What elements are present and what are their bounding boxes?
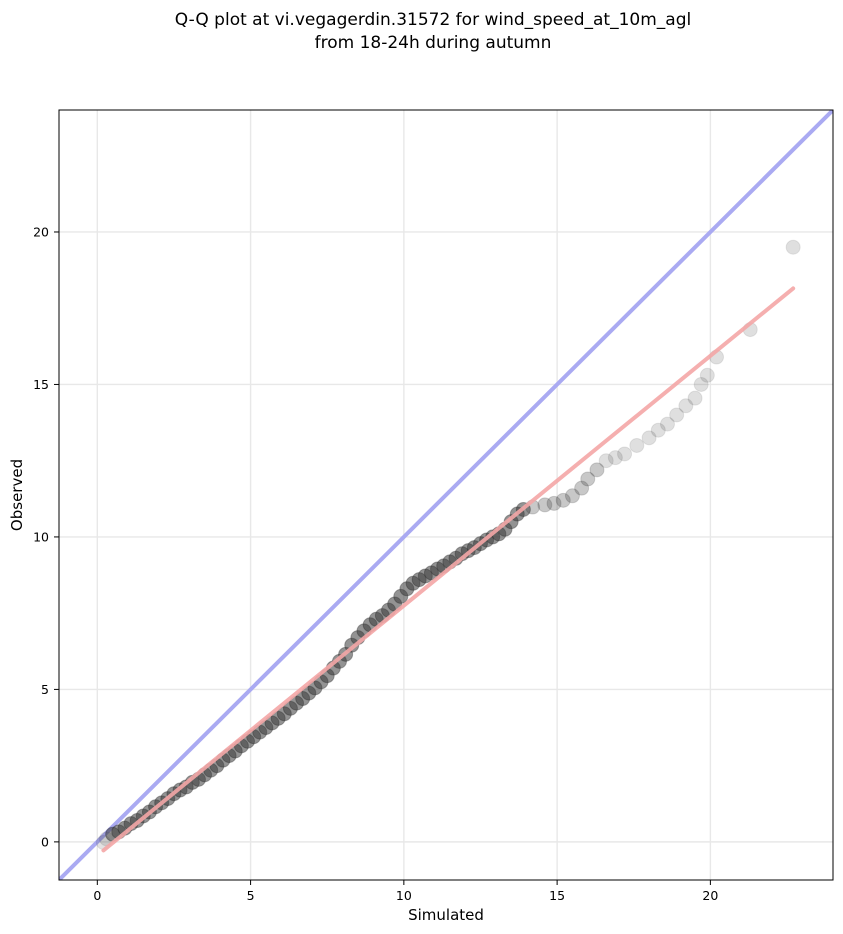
data-point xyxy=(589,462,605,478)
plot-area xyxy=(59,110,833,880)
data-point xyxy=(669,407,685,423)
data-point xyxy=(617,446,633,462)
x-tick-label: 15 xyxy=(549,888,565,903)
fit-line xyxy=(101,286,796,853)
data-point xyxy=(598,453,614,469)
y-axis-label: Observed xyxy=(8,459,26,531)
y-tick-label: 20 xyxy=(33,224,49,239)
data-point xyxy=(629,437,645,453)
data-point xyxy=(785,239,801,255)
data-point xyxy=(659,416,675,432)
x-tick-label: 20 xyxy=(702,888,718,903)
data-point xyxy=(678,398,694,414)
data-point xyxy=(687,390,703,406)
y-tick-label: 15 xyxy=(33,377,49,392)
data-point xyxy=(555,492,571,508)
data-point xyxy=(699,367,715,383)
data-point xyxy=(650,422,666,438)
data-point xyxy=(574,480,590,496)
x-tick-label: 10 xyxy=(396,888,412,903)
chart-title-line-1: Q-Q plot at vi.vegagerdin.31572 for wind… xyxy=(175,10,691,30)
plot-frame xyxy=(58,109,834,881)
y-tick-label: 0 xyxy=(41,834,49,849)
x-tick-label: 5 xyxy=(247,888,255,903)
data-point xyxy=(607,450,623,466)
data-points xyxy=(95,239,801,850)
identity-line xyxy=(59,110,833,880)
y-tick-label: 10 xyxy=(33,529,49,544)
x-axis-label: Simulated xyxy=(408,906,484,924)
data-point xyxy=(641,430,657,446)
data-point xyxy=(693,376,709,392)
data-point xyxy=(580,471,596,487)
axis-ticks: 0 5 10 15 20 0 5 10 15 20 xyxy=(33,224,718,903)
x-tick-label: 0 xyxy=(93,888,101,903)
chart-title-line-2: from 18-24h during autumn xyxy=(315,33,552,53)
data-point xyxy=(546,495,562,511)
y-tick-label: 5 xyxy=(41,682,49,697)
data-point xyxy=(564,488,580,504)
data-point xyxy=(537,497,553,513)
grid xyxy=(59,110,833,880)
